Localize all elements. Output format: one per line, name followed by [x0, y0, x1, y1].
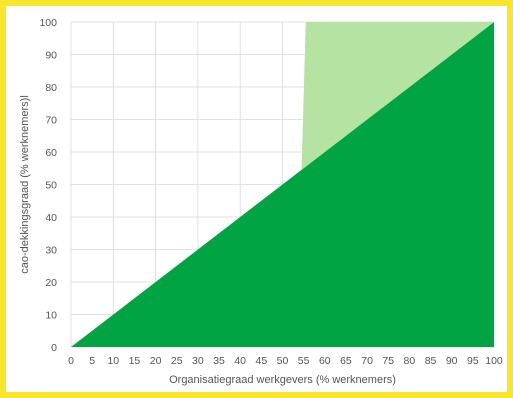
chart-frame: 0 5 10 15 20 25 30 35 40 45 50 55 60 65 70 75 80 85 90 95 10…: [6, 6, 507, 392]
x-tick-label: 30: [192, 355, 204, 367]
x-axis-label: Organisatiegraad werkgevers (% werknemer…: [169, 374, 396, 386]
x-tick-label: 100: [485, 355, 503, 367]
x-tick-label: 0: [68, 355, 74, 367]
x-tick-label: 40: [234, 355, 246, 367]
y-axis-label: cao-dekkingsgraad (% werknemers)l: [19, 95, 31, 274]
x-tick-label: 10: [107, 355, 119, 367]
x-tick-label: 50: [277, 355, 289, 367]
x-tick-label: 85: [425, 355, 437, 367]
y-tick-label: 30: [45, 245, 57, 257]
y-tick-label: 100: [39, 17, 57, 29]
x-tick-label: 25: [171, 355, 183, 367]
y-tick-labels: 0 10 20 30 40 50 60 70 80 90 100: [39, 17, 57, 354]
y-tick-label: 40: [45, 212, 57, 224]
x-tick-label: 20: [150, 355, 162, 367]
areas: [71, 22, 494, 347]
x-tick-label: 45: [256, 355, 268, 367]
chart: 0 5 10 15 20 25 30 35 40 45 50 55 60 65 70 75 80 85 90 95 10…: [19, 17, 503, 386]
x-tick-label: 65: [340, 355, 352, 367]
y-tick-label: 10: [45, 310, 57, 322]
y-tick-label: 60: [45, 147, 57, 159]
x-tick-label: 90: [446, 355, 458, 367]
y-tick-label: 50: [45, 180, 57, 192]
x-tick-labels: 0 5 10 15 20 25 30 35 40 45 50 55 60 65 70 75 80 85 90 95 10…: [68, 355, 503, 367]
x-tick-label: 80: [404, 355, 416, 367]
y-tick-label: 20: [45, 277, 57, 289]
y-tick-label: 0: [51, 342, 57, 354]
light-green-area: [301, 22, 494, 170]
x-tick-label: 35: [213, 355, 225, 367]
y-tick-label: 80: [45, 82, 57, 94]
x-tick-label: 75: [382, 355, 394, 367]
y-tick-label: 70: [45, 115, 57, 127]
x-tick-label: 95: [467, 355, 479, 367]
y-tick-label: 90: [45, 50, 57, 62]
x-tick-label: 15: [129, 355, 141, 367]
x-tick-label: 5: [89, 355, 95, 367]
x-tick-label: 55: [298, 355, 310, 367]
x-tick-label: 70: [361, 355, 373, 367]
x-tick-label: 60: [319, 355, 331, 367]
